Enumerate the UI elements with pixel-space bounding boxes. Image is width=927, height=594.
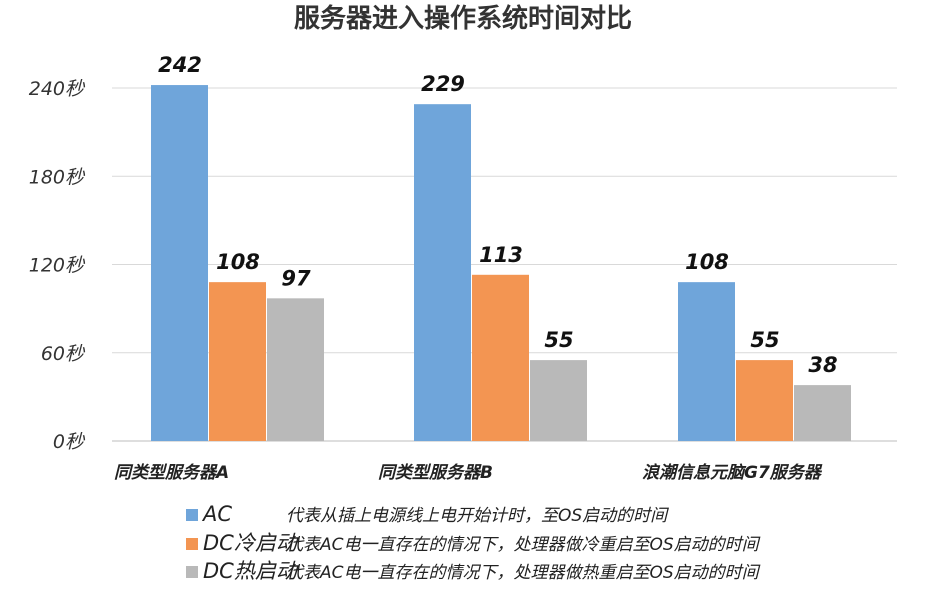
y-axis: 0秒 60秒 120秒 180秒 240秒	[29, 78, 86, 453]
x-tick-label: 同类型服务器A	[114, 463, 229, 483]
bar	[209, 282, 266, 441]
legend-description: 代表从插上电源线上电开始计时，至OS启动的时间	[286, 506, 669, 526]
data-label: 113	[479, 243, 523, 267]
data-label: 108	[216, 250, 260, 274]
data-label: 229	[421, 72, 465, 96]
data-label: 55	[750, 328, 779, 352]
legend-description: 代表AC电一直存在的情况下，处理器做热重启至OS启动的时间	[286, 563, 761, 583]
data-label: 108	[685, 250, 729, 274]
x-tick-label: 同类型服务器B	[378, 463, 493, 483]
x-tick-label: 浪潮信息元脑G7服务器	[642, 463, 823, 483]
bar	[151, 85, 208, 441]
x-axis: 同类型服务器A 同类型服务器B 浪潮信息元脑G7服务器	[114, 463, 823, 483]
bar	[530, 360, 587, 441]
legend-series-name: DC热启动	[203, 559, 300, 583]
legend-series-name: AC	[201, 502, 232, 526]
bar	[267, 298, 324, 441]
bar	[736, 360, 793, 441]
chart-title: 服务器进入操作系统时间对比	[294, 3, 632, 34]
data-label: 55	[544, 328, 573, 352]
y-tick-label: 180秒	[29, 166, 86, 188]
bar	[678, 282, 735, 441]
y-tick-label: 0秒	[53, 431, 86, 453]
y-tick-label: 240秒	[29, 78, 86, 100]
legend-swatch	[186, 566, 198, 578]
bars: 242 108 97 229 113 55 108 55 38	[151, 53, 851, 441]
bar	[414, 104, 471, 441]
legend-swatch	[186, 538, 198, 550]
legend-swatch	[186, 509, 198, 521]
legend-description: 代表AC电一直存在的情况下，处理器做冷重启至OS启动的时间	[286, 535, 761, 555]
data-label: 38	[808, 353, 837, 377]
bar	[472, 274, 529, 441]
legend: AC 代表从插上电源线上电开始计时，至OS启动的时间DC冷启动代表AC电一直存在的…	[186, 502, 761, 583]
y-tick-label: 120秒	[29, 255, 86, 277]
legend-series-name: DC冷启动	[203, 531, 300, 555]
data-label: 97	[281, 266, 311, 290]
data-label: 242	[158, 53, 202, 77]
y-tick-label: 60秒	[41, 343, 86, 365]
bar	[794, 385, 851, 441]
